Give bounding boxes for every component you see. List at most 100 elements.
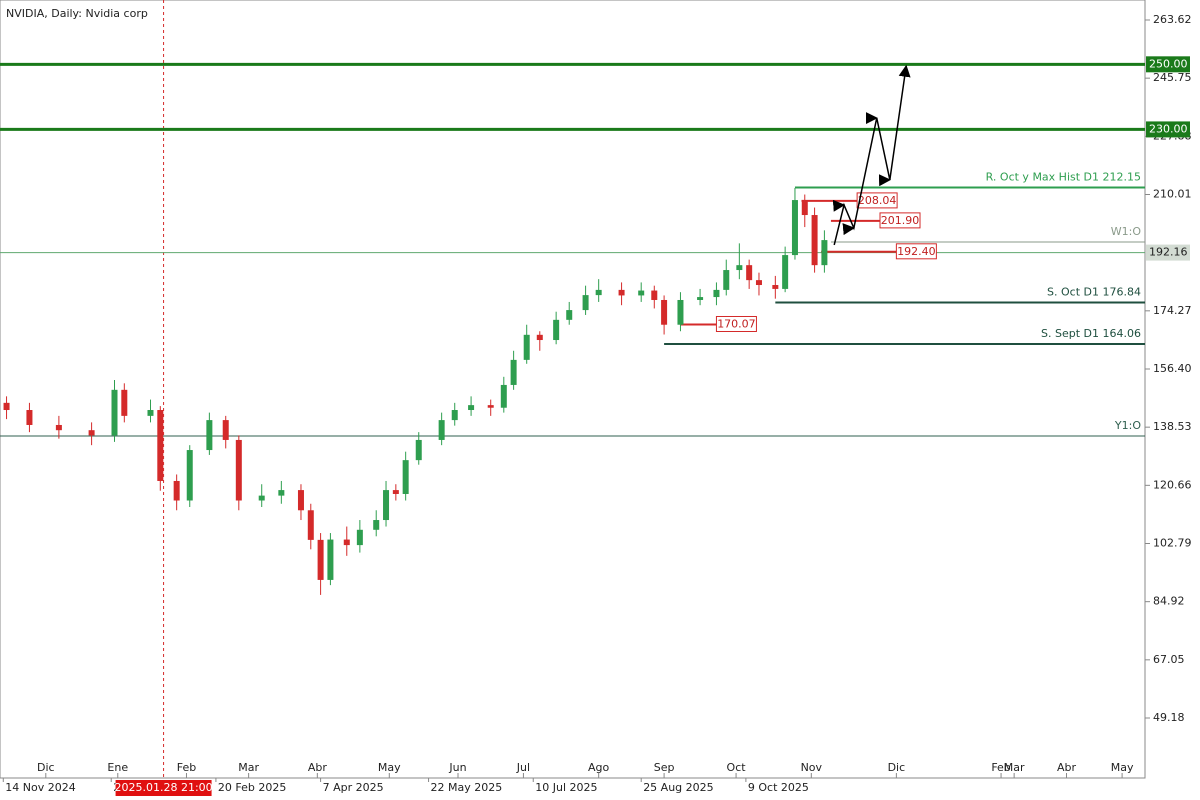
candle-body	[222, 420, 229, 440]
x-tick-label: Ene	[107, 761, 128, 774]
axis-tag-bg	[1146, 56, 1190, 73]
plot-frame	[0, 0, 1146, 779]
x-tick-label: Ago	[588, 761, 610, 774]
candle-body	[278, 490, 285, 496]
candle-body	[173, 480, 180, 501]
x-date-label: 9 Oct 2025	[748, 781, 809, 794]
x-tick-label: Sep	[654, 761, 675, 774]
price-tag-box	[895, 243, 937, 260]
candle-body	[566, 310, 573, 320]
candle-body	[415, 439, 422, 461]
x-date-label: 25 Aug 2025	[643, 781, 713, 794]
candle-body	[801, 200, 808, 216]
candle-body	[677, 299, 684, 325]
x-date-label: 7 Apr 2025	[323, 781, 384, 794]
x-tick-label: Dic	[888, 761, 906, 774]
x-tick-label: Jul	[516, 761, 530, 774]
x-tick-label: Feb	[177, 761, 196, 774]
candle-body	[736, 265, 743, 271]
candle-body	[638, 290, 645, 296]
candle-body	[317, 539, 324, 580]
candle-body	[523, 334, 530, 360]
candle-body	[206, 420, 213, 451]
candle-body	[811, 215, 818, 266]
candle-body	[343, 539, 350, 546]
candle-body	[553, 319, 560, 341]
candle-body	[88, 430, 95, 436]
x-date-label: 22 May 2025	[431, 781, 503, 794]
x-tick-label: Nov	[801, 761, 823, 774]
candle-body	[111, 389, 118, 436]
level-label: R. Oct y Max Hist D1 212.15	[986, 171, 1141, 184]
candle-body	[661, 299, 668, 325]
candle-body	[723, 270, 730, 290]
x-tick-label: Dic	[37, 761, 55, 774]
x-date-label: 14 Nov 2024	[5, 781, 75, 794]
x-tick-label: Abr	[1057, 761, 1077, 774]
cursor-tag: 2025.01.28 21:00	[114, 781, 212, 794]
level-label: S. Sept D1 164.06	[1041, 327, 1141, 340]
candle-body	[373, 520, 380, 530]
x-date-label: 20 Feb 2025	[218, 781, 286, 794]
candle-body	[26, 410, 33, 425]
candle-body	[782, 255, 789, 289]
chart-title: NVIDIA, Daily: Nvidia corp	[6, 7, 148, 20]
candle-body	[595, 289, 602, 296]
projection-path	[832, 64, 911, 246]
axis-tag-bg	[1146, 244, 1190, 261]
axis-tag: 192.16	[1149, 246, 1188, 259]
x-tick-label: Mar	[238, 761, 259, 774]
candle-body	[121, 389, 128, 416]
x-tick-label: Mar	[1004, 761, 1025, 774]
y-tick-label: 245.75	[1153, 71, 1192, 84]
x-tick-label: Jun	[448, 761, 466, 774]
candle-body	[500, 384, 507, 408]
candle-body	[186, 450, 193, 501]
candle-body	[821, 240, 828, 266]
candle-body	[55, 424, 62, 431]
x-tick-label: Abr	[308, 761, 328, 774]
level-label: W1:O	[1111, 225, 1142, 238]
candle-body	[3, 402, 10, 411]
candle-body	[147, 410, 154, 416]
y-tick-label: 156.40	[1153, 362, 1192, 375]
candle-body	[755, 280, 762, 286]
candle-body	[383, 490, 390, 521]
candle-body	[791, 200, 798, 256]
y-tick-label: 174.27	[1153, 304, 1192, 317]
price-tag-label: 208.04	[858, 194, 897, 207]
price-tag-label: 192.40	[897, 245, 936, 258]
candle-body	[618, 289, 625, 296]
candle-body	[438, 420, 445, 440]
y-tick-label: 263.62	[1153, 13, 1192, 26]
candle-body	[356, 529, 363, 546]
y-tick-label: 84.92	[1153, 595, 1185, 608]
candle-body	[772, 285, 779, 289]
x-tick-label: Oct	[727, 761, 747, 774]
x-tick-label: May	[378, 761, 401, 774]
candle-body	[582, 295, 589, 311]
price-tag-label: 170.07	[717, 317, 756, 330]
candle-body	[487, 405, 494, 408]
candle-body	[327, 539, 334, 580]
y-tick-label: 120.66	[1153, 478, 1192, 491]
y-tick-label: 102.79	[1153, 536, 1192, 549]
candle-body	[392, 490, 399, 494]
candle-body	[746, 265, 753, 281]
x-tick-label: Feb	[991, 761, 1010, 774]
cursor-tag-bg	[115, 780, 212, 796]
candle-body	[468, 405, 475, 411]
y-tick-label: 49.18	[1153, 711, 1185, 724]
candle-body	[651, 290, 658, 300]
level-label: Y1:O	[1114, 419, 1141, 432]
candle-body	[510, 359, 517, 385]
axis-tag: 250.00	[1149, 57, 1188, 70]
price-tag-label: 201.90	[881, 214, 920, 227]
axis-tag: 230.00	[1149, 122, 1188, 135]
candle-body	[451, 410, 458, 421]
candle-body	[297, 490, 304, 511]
y-tick-label: 138.53	[1153, 420, 1192, 433]
candle-body	[402, 460, 409, 494]
candle-body	[258, 495, 265, 501]
